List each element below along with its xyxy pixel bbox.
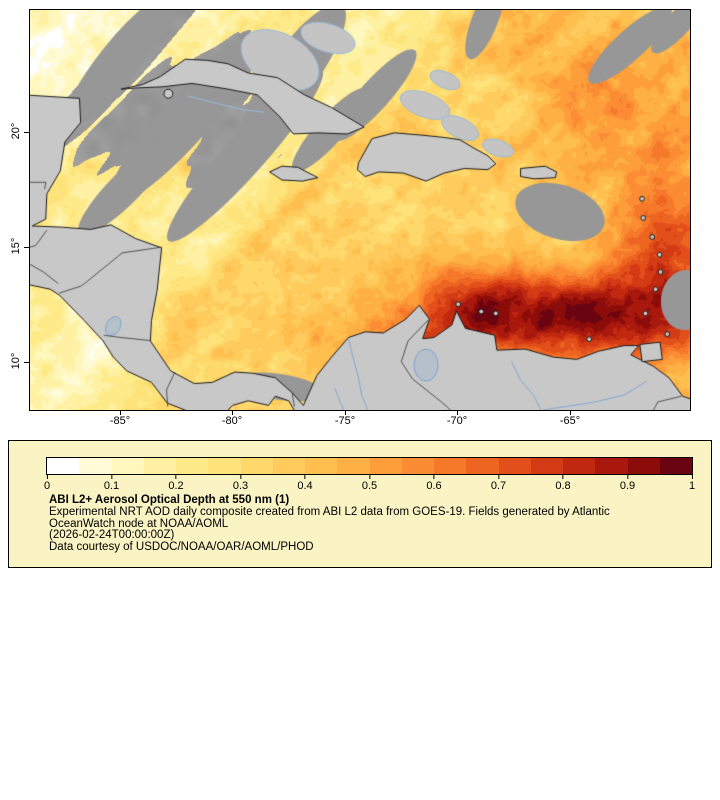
colorbar-segment [563, 458, 596, 474]
colorbar-tick: 0.3 [233, 475, 248, 492]
colorbar-tick: 0.8 [555, 475, 570, 492]
x-axis-tickmark [232, 410, 233, 415]
colorbar-segment [47, 458, 80, 474]
map-figure: 20° 15° 10° -85° -80° -75° -70° -65° [10, 9, 691, 427]
colorbar-tick: 0.4 [297, 475, 312, 492]
y-axis-tickmark [24, 247, 29, 248]
colorbar-tick-label: 0 [43, 480, 51, 492]
colorbar-tick-label: 0.1 [103, 480, 120, 492]
colorbar-tick-label: 0.9 [619, 480, 636, 492]
y-axis-label-15: 15° [10, 237, 22, 255]
y-axis-label-20: 20° [10, 122, 22, 140]
colorbar-segment [272, 458, 305, 474]
colorbar-tick: 0.2 [168, 475, 183, 492]
aod-map-canvas [30, 10, 690, 410]
legend-panel: 0 0.1 0.2 0.3 0.4 0.5 0.6 0.7 0.8 0.9 1 … [8, 440, 712, 568]
colorbar-ticks: 0 0.1 0.2 0.3 0.4 0.5 0.6 0.7 0.8 0.9 1 [44, 475, 695, 493]
x-axis-label-m70: -70° [446, 415, 468, 427]
x-axis-tickmark [457, 410, 458, 415]
colorbar-segment [595, 458, 628, 474]
colorbar [46, 457, 693, 475]
colorbar-tick-label: 0.5 [361, 480, 378, 492]
x-axis-label-m80: -80° [221, 415, 243, 427]
colorbar-tick-label: 0.7 [490, 480, 507, 492]
colorbar-tick: 0.7 [491, 475, 506, 492]
colorbar-segment [627, 458, 660, 474]
colorbar-tick: 0.1 [104, 475, 119, 492]
colorbar-segment [240, 458, 273, 474]
colorbar-segment [434, 458, 467, 474]
colorbar-segment [111, 458, 144, 474]
y-axis-tickmark [24, 362, 29, 363]
colorbar-segment [498, 458, 531, 474]
colorbar-tick: 1 [689, 475, 695, 492]
colorbar-tick-label: 0.3 [232, 480, 249, 492]
colorbar-segment [369, 458, 402, 474]
colorbar-tick-label: 1 [688, 480, 696, 492]
colorbar-segment [466, 458, 499, 474]
x-axis-label-m85: -85° [109, 415, 131, 427]
legend-line-4: Data courtesy of USDOC/NOAA/OAR/AOML/PHO… [49, 541, 314, 554]
legend-title: ABI L2+ Aerosol Optical Depth at 550 nm … [49, 494, 290, 506]
x-axis-label-m65: -65° [559, 415, 581, 427]
colorbar-segment [79, 458, 112, 474]
colorbar-tick: 0.5 [362, 475, 377, 492]
colorbar-tick: 0.6 [426, 475, 441, 492]
legend-line-2: OceanWatch node at NOAA/AOML [49, 517, 229, 530]
y-axis-tickmark [24, 132, 29, 133]
x-axis-tickmark [120, 410, 121, 415]
colorbar-segment [305, 458, 338, 474]
colorbar-segment [530, 458, 563, 474]
colorbar-segment [143, 458, 176, 474]
colorbar-tick-label: 0.2 [168, 480, 184, 492]
legend-line-1: Experimental NRT AOD daily composite cre… [49, 505, 610, 518]
colorbar-segment [176, 458, 209, 474]
colorbar-tick-label: 0.6 [426, 480, 442, 492]
colorbar-tick-label: 0.8 [555, 480, 571, 492]
colorbar-segment [337, 458, 370, 474]
colorbar-segment [401, 458, 434, 474]
legend-text: ABI L2+ Aerosol Optical Depth at 550 nm … [49, 494, 610, 554]
colorbar-segment [659, 458, 692, 474]
legend-line-3: (2026-02-24T00:00:00Z) [49, 529, 175, 542]
colorbar-tick: 0.9 [620, 475, 635, 492]
colorbar-tick: 0 [44, 475, 50, 492]
x-axis-tickmark [570, 410, 571, 415]
x-axis-tickmark [345, 410, 346, 415]
y-axis-label-10: 10° [10, 352, 22, 370]
x-axis-label-m75: -75° [334, 415, 356, 427]
colorbar-tick-label: 0.4 [297, 480, 313, 492]
colorbar-segment [208, 458, 241, 474]
